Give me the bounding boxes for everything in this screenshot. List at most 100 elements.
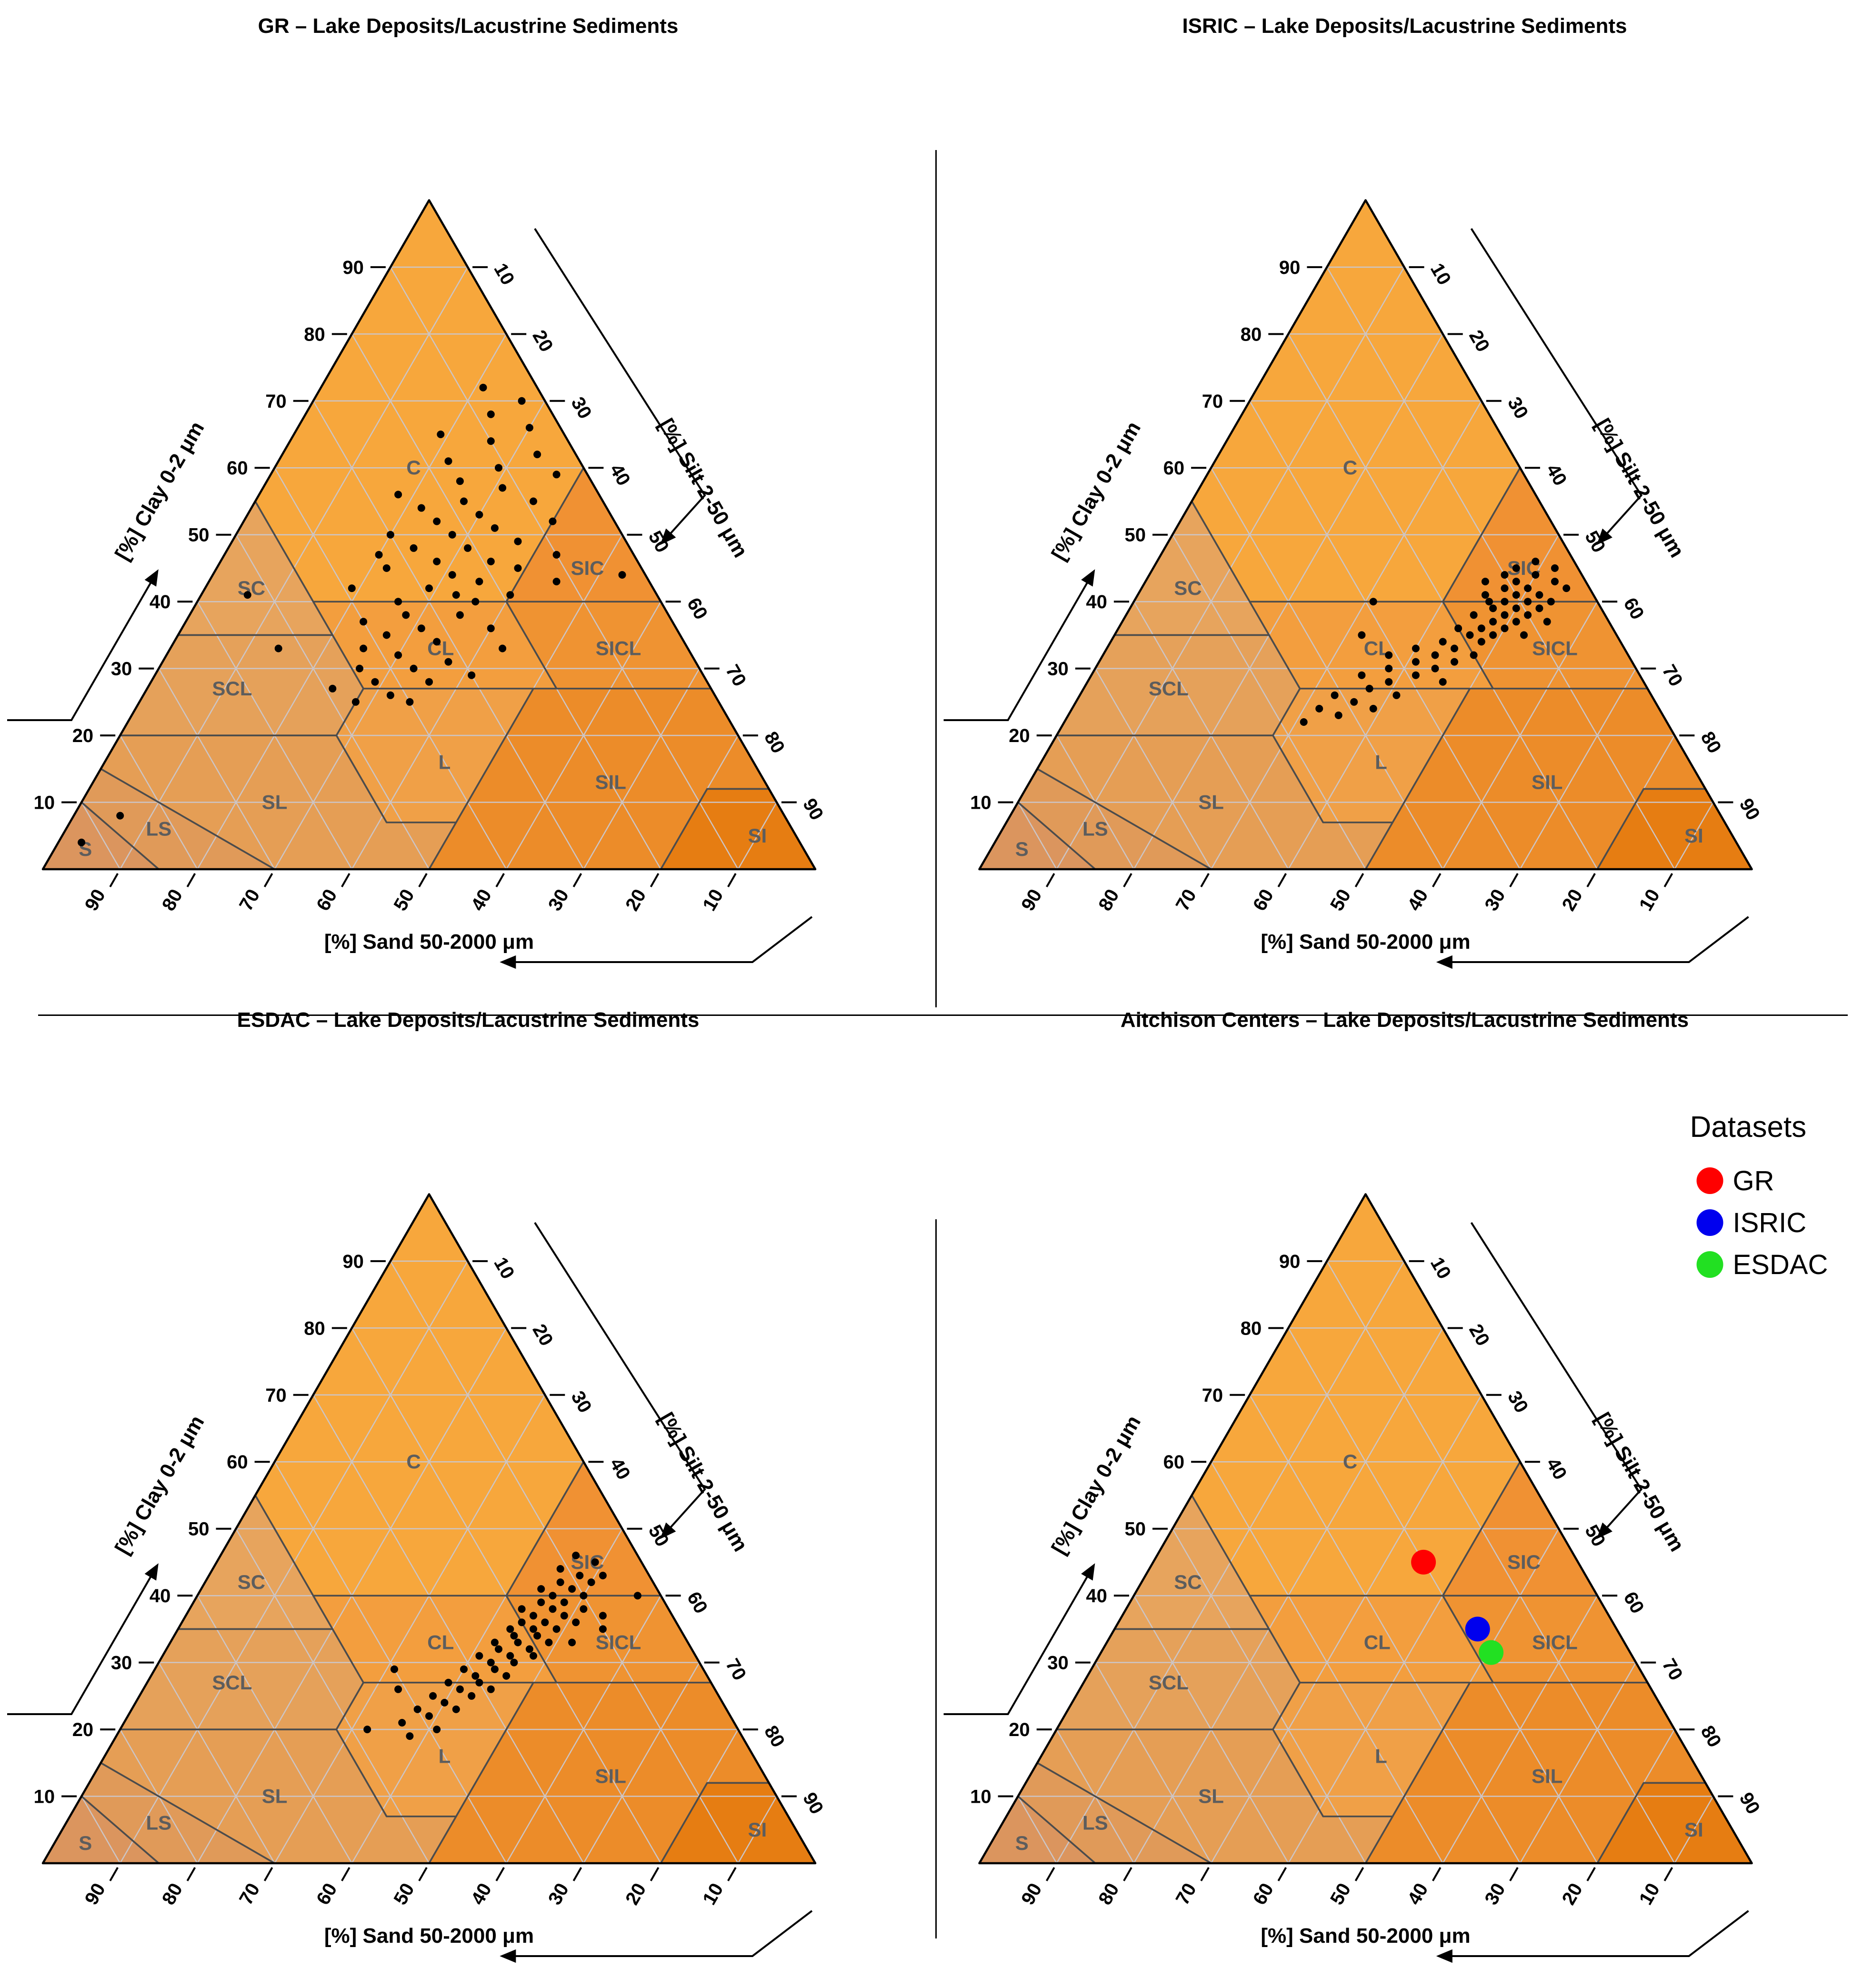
region-label-SC: SC (238, 577, 265, 599)
svg-text:10: 10 (1635, 886, 1664, 915)
data-point (533, 451, 541, 459)
region-label-SL: SL (262, 791, 288, 813)
panel-title-gr: GR – Lake Deposits/Lacustrine Sediments (258, 14, 679, 38)
data-point (417, 624, 425, 633)
data-point (576, 1572, 584, 1579)
data-point (530, 497, 537, 505)
data-point (351, 698, 360, 706)
svg-text:30: 30 (111, 1653, 132, 1674)
data-point (537, 1585, 545, 1593)
svg-text:40: 40 (1542, 461, 1571, 490)
region-SCL (1056, 635, 1300, 736)
data-point (1412, 658, 1420, 666)
data-point (394, 1685, 402, 1693)
center-point-ESDAC (1479, 1640, 1504, 1665)
data-point (406, 1732, 414, 1740)
data-point (552, 1625, 561, 1633)
svg-text:70: 70 (1202, 1385, 1223, 1406)
svg-text:40: 40 (1086, 1586, 1107, 1606)
region-SI (1597, 789, 1752, 869)
data-point (382, 564, 391, 572)
data-point (541, 1618, 549, 1627)
svg-text:20: 20 (72, 1719, 94, 1740)
svg-text:60: 60 (1249, 886, 1278, 915)
region-label-SICL: SICL (1532, 637, 1578, 660)
svg-text:50: 50 (1326, 1880, 1355, 1909)
data-point (433, 557, 441, 565)
data-point (491, 524, 499, 532)
legend-label-GR: GR (1733, 1165, 1774, 1196)
data-point (243, 591, 251, 599)
svg-text:80: 80 (760, 728, 789, 757)
data-point (475, 1678, 483, 1687)
sand-axis-title: [%] Sand 50-2000 μm (324, 1924, 534, 1948)
legend-label-ESDAC: ESDAC (1733, 1249, 1828, 1280)
region-SCL (1056, 1629, 1300, 1730)
data-point (394, 598, 402, 606)
data-point (402, 611, 410, 619)
data-point (633, 1592, 641, 1600)
data-point (360, 644, 368, 653)
svg-text:40: 40 (1403, 1880, 1432, 1909)
tick-marks (998, 266, 1733, 887)
svg-text:20: 20 (1558, 886, 1587, 915)
svg-text:80: 80 (1241, 324, 1262, 345)
data-point (530, 1612, 537, 1620)
svg-text:60: 60 (1249, 1880, 1278, 1909)
svg-text:70: 70 (1202, 391, 1223, 412)
svg-text:20: 20 (528, 327, 557, 356)
data-point (1451, 658, 1458, 666)
panel-gr: 10 10 10 20 20 20 30 30 30 40 40 40 50 50 50 60 60 60 70 70… (0, 0, 936, 994)
svg-text:60: 60 (312, 886, 341, 915)
data-point (391, 1665, 398, 1673)
data-point (1358, 671, 1366, 679)
data-point (572, 1618, 580, 1627)
svg-text:10: 10 (970, 793, 992, 813)
data-point (487, 624, 495, 633)
region-label-CL: CL (427, 1631, 454, 1654)
svg-text:40: 40 (150, 592, 171, 612)
svg-text:30: 30 (544, 886, 573, 915)
svg-text:80: 80 (1697, 728, 1725, 757)
data-point (552, 471, 561, 479)
data-point (1501, 571, 1509, 579)
svg-text:70: 70 (721, 1655, 750, 1684)
data-point (78, 838, 86, 846)
region-label-SICL: SICL (596, 637, 641, 660)
region-label-SIC: SIC (1507, 1551, 1541, 1573)
tick-marks (61, 266, 797, 887)
data-point (556, 1578, 564, 1586)
svg-text:40: 40 (1086, 592, 1107, 612)
data-point (1532, 571, 1540, 579)
region-label-S: S (1015, 1832, 1029, 1854)
data-point (274, 644, 282, 653)
svg-text:20: 20 (1465, 327, 1493, 356)
data-point (471, 598, 480, 606)
region-LS (1018, 769, 1212, 869)
data-point (525, 424, 533, 432)
svg-text:90: 90 (342, 257, 364, 278)
sand-axis-arrow (500, 916, 813, 969)
data-point (471, 1672, 480, 1680)
svg-text:90: 90 (1279, 257, 1301, 278)
data-point (1501, 584, 1509, 592)
svg-text:20: 20 (621, 1880, 650, 1909)
svg-text:70: 70 (721, 661, 750, 690)
data-point (487, 437, 495, 445)
data-point (545, 1638, 553, 1647)
svg-text:50: 50 (1326, 886, 1355, 915)
region-label-SL: SL (1198, 791, 1224, 813)
data-point (1358, 631, 1366, 639)
svg-text:90: 90 (1017, 1880, 1046, 1909)
region-label-SIL: SIL (1532, 1765, 1563, 1787)
data-point (437, 431, 445, 438)
data-point (468, 671, 476, 679)
svg-text:30: 30 (1481, 886, 1509, 915)
data-point (1512, 578, 1520, 585)
panel-title-esdac: ESDAC – Lake Deposits/Lacustrine Sedimen… (237, 1008, 700, 1032)
silt-axis-arrow (1470, 1222, 1643, 1539)
region-LS (81, 769, 275, 869)
region-label-SC: SC (1174, 1571, 1202, 1593)
data-point (1481, 578, 1489, 585)
